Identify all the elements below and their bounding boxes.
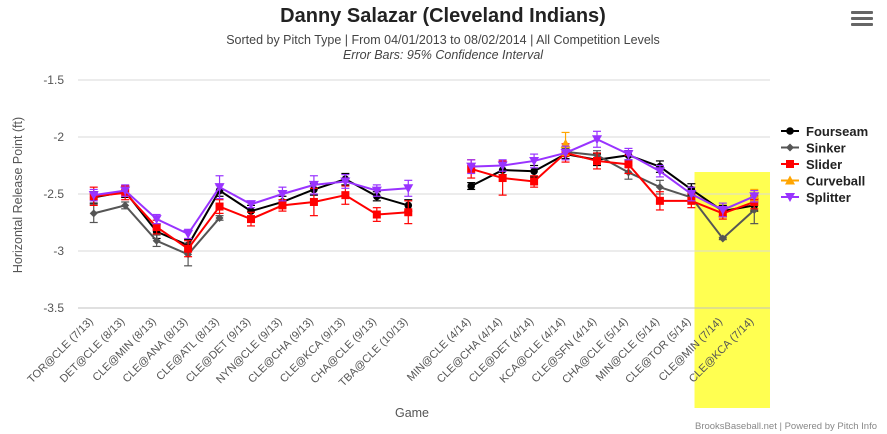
menu-bar <box>851 23 873 26</box>
data-point <box>372 210 381 219</box>
hamburger-menu-icon[interactable] <box>851 8 873 30</box>
data-point <box>278 201 287 210</box>
data-point <box>247 215 255 224</box>
data-point <box>592 135 602 145</box>
data-point <box>215 213 224 222</box>
legend-marker <box>786 127 794 135</box>
data-point <box>466 162 477 172</box>
data-point <box>89 209 98 218</box>
credits[interactable]: BrooksBaseball.net | Powered by Pitch In… <box>695 421 877 432</box>
legend-marker <box>785 193 795 202</box>
y-tick-label: -2 <box>53 130 64 144</box>
data-point <box>623 150 634 160</box>
data-point <box>749 192 760 202</box>
data-point <box>560 148 571 158</box>
series-layer <box>88 130 760 267</box>
data-point <box>215 202 224 211</box>
menu-bar <box>851 11 873 14</box>
data-point <box>371 186 382 196</box>
y-tick-labels: -1.5 -2 -2.5 -3 -3.5 <box>43 73 64 315</box>
data-point <box>120 186 131 196</box>
data-point <box>277 190 288 199</box>
legend-marker <box>785 175 795 185</box>
data-point <box>309 197 318 206</box>
data-point <box>718 234 727 243</box>
data-point <box>655 183 664 192</box>
data-point <box>403 184 414 194</box>
data-point <box>404 208 413 217</box>
menu-bar <box>851 17 873 20</box>
data-point <box>529 156 540 166</box>
data-point <box>686 190 697 199</box>
data-point <box>121 201 130 210</box>
data-point <box>497 161 508 171</box>
data-point <box>247 207 255 215</box>
legend-item-splitter[interactable]: Splitter <box>806 190 851 205</box>
legend-marker <box>786 160 794 168</box>
data-point <box>750 205 759 214</box>
data-point <box>467 182 475 190</box>
y-tick-label: -2.5 <box>43 187 64 201</box>
series-line <box>470 153 755 213</box>
series-line <box>470 151 755 215</box>
data-point <box>717 205 728 215</box>
chart-subtitle-errorbars: Error Bars: 95% Confidence Interval <box>343 48 544 62</box>
legend-item-slider[interactable]: Slider <box>806 157 842 172</box>
data-point <box>246 200 256 210</box>
chart-title: Danny Salazar (Cleveland Indians) <box>280 5 606 27</box>
data-point <box>530 167 538 175</box>
x-tick-labels: TOR@CLE (7/13)DET@CLE (8/13)CLE@MIN (8/1… <box>26 316 757 389</box>
data-point <box>624 160 633 169</box>
legend-item-sinker[interactable]: Sinker <box>806 141 846 156</box>
data-point <box>340 177 351 187</box>
data-point <box>593 156 601 165</box>
y-tick-label: -3.5 <box>43 301 64 315</box>
data-point <box>655 196 664 205</box>
data-point <box>530 177 539 186</box>
legend-item-fourseam[interactable]: Fourseam <box>806 124 868 139</box>
y-axis-title: Horizontal Release Point (ft) <box>11 117 25 273</box>
data-point <box>341 191 350 200</box>
data-point <box>184 244 193 253</box>
data-point <box>654 167 665 177</box>
data-point <box>152 236 161 245</box>
y-tick-label: -1.5 <box>43 73 64 87</box>
data-point <box>183 229 194 239</box>
data-point <box>88 191 99 201</box>
x-axis-title: Game <box>395 406 429 420</box>
chart-subtitle: Sorted by Pitch Type | From 04/01/2013 t… <box>226 33 660 47</box>
legend-marker <box>786 143 794 152</box>
data-point <box>152 223 161 232</box>
y-tick-label: -3 <box>53 244 64 258</box>
data-point <box>151 215 162 225</box>
series-line <box>471 138 755 212</box>
data-point <box>498 174 507 183</box>
legend-item-curveball[interactable]: Curveball <box>806 174 865 189</box>
data-point <box>214 183 225 193</box>
data-point <box>308 180 319 190</box>
series-splitter <box>88 130 760 240</box>
